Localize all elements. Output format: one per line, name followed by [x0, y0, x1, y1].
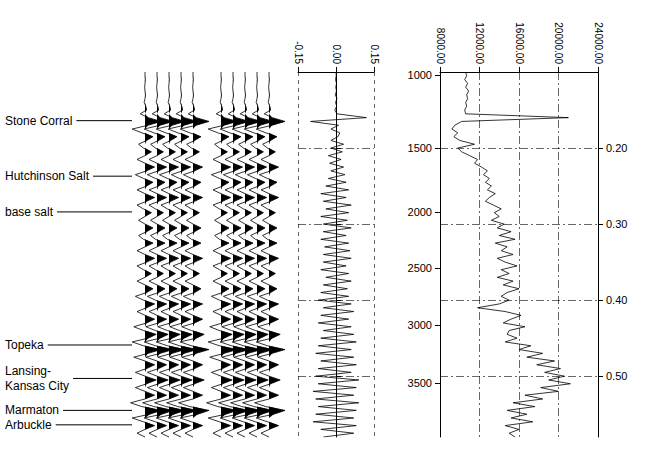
svg-text:Lansing-: Lansing- [5, 364, 51, 378]
svg-text:0.20: 0.20 [606, 142, 627, 154]
svg-text:16000.00: 16000.00 [514, 22, 525, 64]
svg-text:8000.00: 8000.00 [435, 28, 446, 65]
svg-text:Marmaton: Marmaton [5, 403, 59, 417]
svg-text:1000: 1000 [408, 69, 432, 81]
svg-text:1500: 1500 [408, 142, 432, 154]
svg-text:0.30: 0.30 [606, 218, 627, 230]
svg-text:base salt: base salt [5, 205, 54, 219]
svg-text:-0.15: -0.15 [293, 41, 304, 64]
svg-text:2500: 2500 [408, 262, 432, 274]
svg-text:24000.00: 24000.00 [593, 22, 604, 64]
svg-text:3000: 3000 [408, 319, 432, 331]
svg-text:0.50: 0.50 [606, 370, 627, 382]
svg-text:3500: 3500 [408, 377, 432, 389]
svg-text:Stone Corral: Stone Corral [5, 114, 72, 128]
svg-text:0.40: 0.40 [606, 294, 627, 306]
svg-text:2000: 2000 [408, 206, 432, 218]
svg-text:Topeka: Topeka [5, 338, 44, 352]
svg-text:20000.00: 20000.00 [553, 22, 564, 64]
svg-text:0.15: 0.15 [369, 45, 380, 65]
svg-text:Kansas City: Kansas City [5, 379, 69, 393]
svg-text:Hutchinson Salt: Hutchinson Salt [5, 169, 90, 183]
svg-text:Arbuckle: Arbuckle [5, 418, 52, 432]
svg-text:0.00: 0.00 [331, 45, 342, 65]
svg-text:12000.00: 12000.00 [474, 22, 485, 64]
